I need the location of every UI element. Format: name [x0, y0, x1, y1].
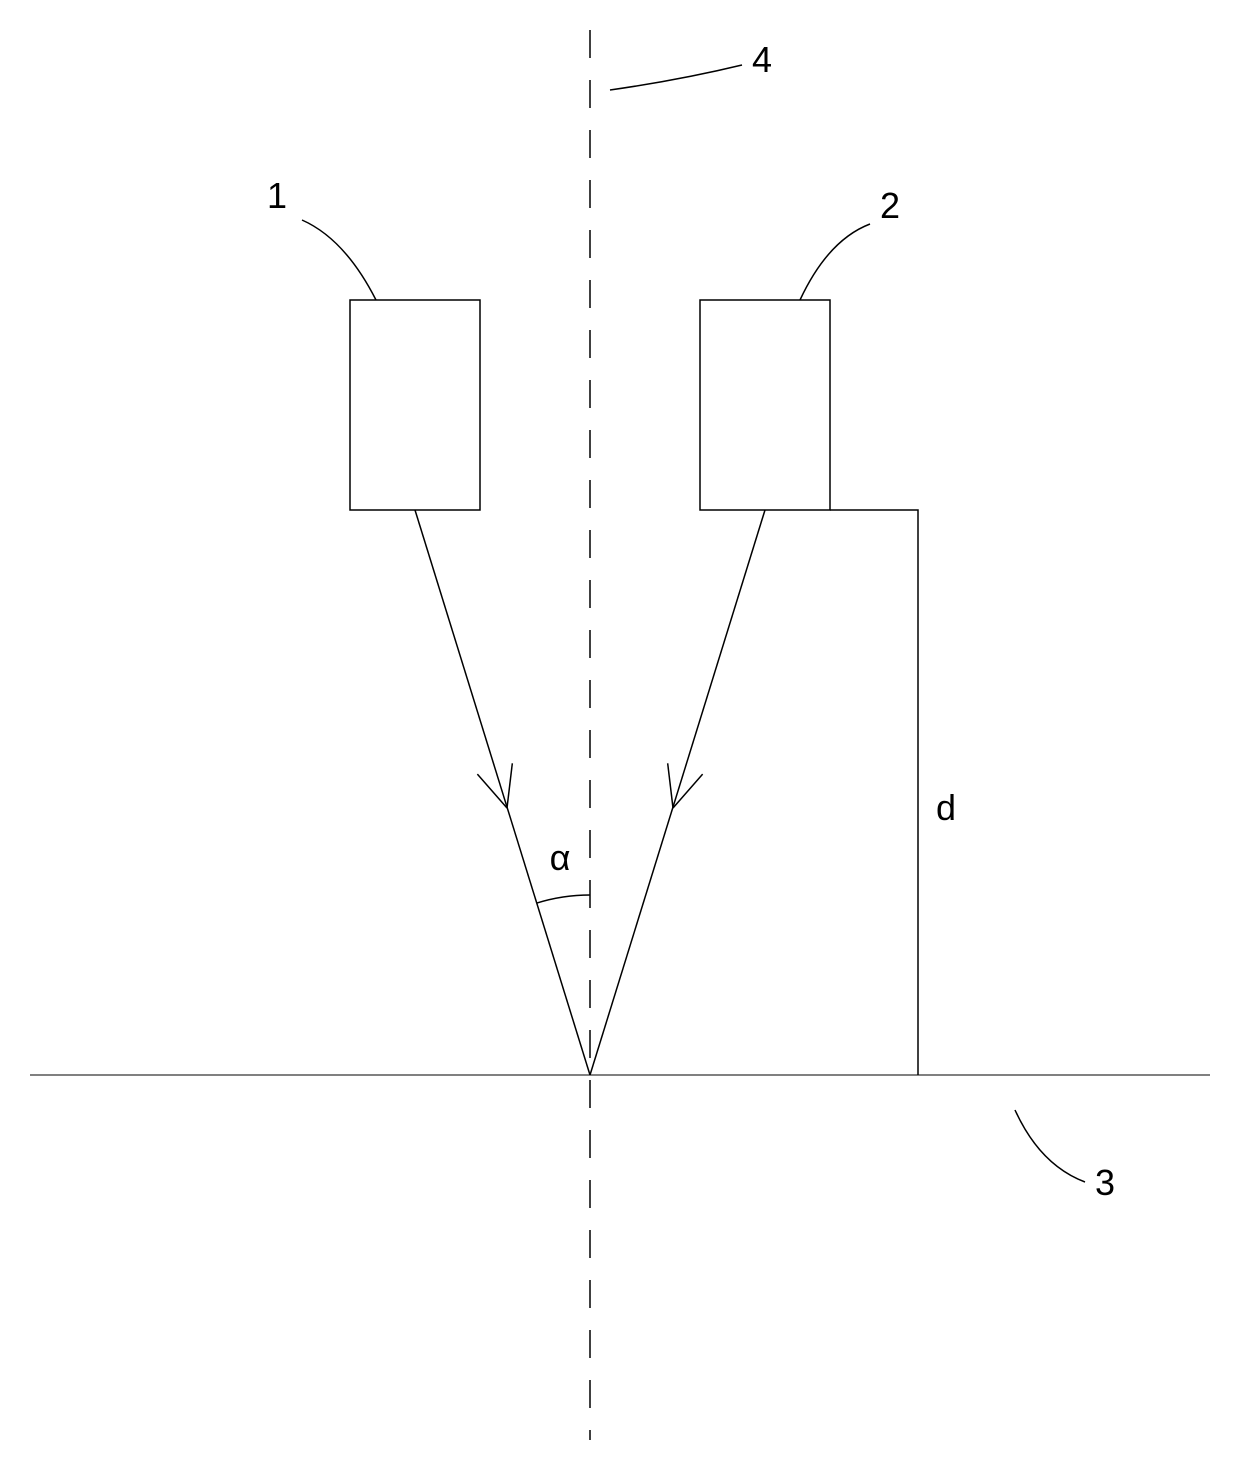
label-alpha: α [550, 837, 571, 878]
box-right [700, 300, 830, 510]
d-dimension-line [830, 510, 918, 1075]
label-2: 2 [880, 185, 900, 226]
label-1: 1 [267, 175, 287, 216]
leader-3 [1015, 1110, 1085, 1182]
label-3: 3 [1095, 1162, 1115, 1203]
diagram-canvas: 1 2 3 4 α d [0, 0, 1240, 1477]
angle-arc [537, 895, 590, 903]
beam-right [590, 510, 765, 1075]
label-4: 4 [752, 39, 772, 80]
leader-4 [610, 65, 742, 90]
box-left [350, 300, 480, 510]
beam-left [415, 510, 590, 1075]
leader-1 [302, 220, 376, 300]
label-d: d [936, 787, 956, 828]
leader-2 [800, 224, 870, 300]
